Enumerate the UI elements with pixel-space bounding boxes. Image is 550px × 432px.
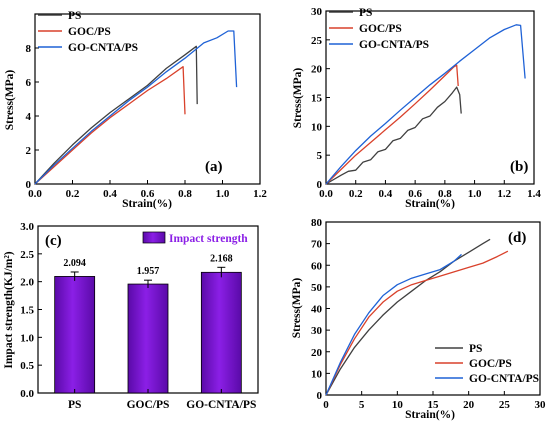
series-line-gocnta [34, 30, 238, 185]
x-tick-label: 1.0 [216, 188, 230, 200]
y-tick-label: 0 [317, 390, 323, 402]
bar-0 [54, 276, 96, 394]
legend-label: GO-CNTA/PS [68, 42, 138, 54]
y-tick-label: 80 [311, 217, 323, 229]
x-axis-label: Strain(%) [405, 198, 455, 210]
x-axis-label: Strain(%) [122, 198, 172, 210]
x-tick-label: 0 [323, 399, 329, 411]
x-tick-label: 0.4 [379, 188, 393, 200]
bar-1 [127, 283, 169, 394]
bar-value-label: 1.957 [137, 266, 160, 277]
series-line-ps [34, 45, 198, 185]
y-tick-label: 40 [311, 304, 323, 316]
y-tick-label: 70 [311, 239, 323, 251]
legend-label: GOC/PS [359, 23, 402, 35]
panel-label: (c) [45, 233, 62, 249]
chart-panel-a: 0.0 0.2 0.4 0.6 0.8 1.0 1.2 0 2 4 6 8 PS GOC/PS GO-CNT… [4, 10, 267, 210]
x-tick-label: 0.6 [408, 188, 422, 200]
y-tick-label: 50 [311, 282, 323, 294]
x-tick-label: 1.0 [468, 188, 482, 200]
series-line-goc [325, 250, 509, 396]
y-axis-label: Stress(MPa) [291, 278, 303, 339]
x-tick-label: 5 [359, 399, 365, 411]
y-tick-label: 0.0 [20, 388, 34, 400]
legend-label: GO-CNTA/PS [469, 373, 539, 385]
y-tick-label: 25 [311, 35, 323, 47]
chart-panel-d: 0 5 10 15 20 25 30 0 10 20 30 40 50 60 70 80 PS GOC/PS GO-… [291, 217, 546, 421]
series-line-ps [325, 86, 462, 185]
y-axis-label: Stress(MPa) [292, 68, 304, 129]
x-tick-label: 30 [535, 399, 547, 411]
legend-label: GO-CNTA/PS [359, 39, 429, 51]
y-axis-label: Impact strength(KJ/m²) [3, 251, 15, 368]
panel-label: (b) [510, 159, 528, 175]
legend-label: PS [68, 10, 81, 22]
bar-value-label: 2.094 [63, 258, 86, 269]
x-tick-label: 0.8 [178, 188, 192, 200]
x-tick-label: 0.2 [66, 188, 80, 200]
y-tick-label: 2.5 [20, 249, 34, 261]
y-tick-label: 30 [311, 325, 323, 337]
x-tick-label: 20 [463, 399, 475, 411]
x-tick-label: 1.2 [497, 188, 511, 200]
x-tick-label: 10 [392, 399, 404, 411]
panel-label: (d) [508, 230, 526, 246]
bar-value-label: 2.168 [210, 253, 233, 264]
series-line-gocnta [325, 24, 526, 185]
x-tick-label: 0.0 [28, 188, 42, 200]
y-tick-label: 60 [311, 260, 323, 272]
y-tick-label: 20 [311, 347, 323, 359]
y-tick-label: 10 [311, 368, 323, 380]
y-axis-label: Stress(MPa) [4, 70, 16, 131]
x-tick-label: 15 [428, 399, 440, 411]
y-tick-label: 30 [311, 6, 323, 18]
legend-label: GOC/PS [68, 26, 111, 38]
y-tick-label: 3.0 [20, 221, 34, 233]
x-tick-label: 0.6 [141, 188, 155, 200]
legend-label: Impact strength [169, 233, 248, 245]
chart-panel-c: 0.0 0.5 1.0 1.5 2.0 2.5 3.0 2.094 PS 1.957 GOC/PS 2… [3, 221, 259, 411]
series-line-goc [34, 66, 186, 185]
y-tick-label: 15 [311, 93, 323, 105]
y-tick-label: 0 [317, 179, 323, 191]
y-tick-label: 2 [26, 145, 32, 157]
bar-2 [200, 271, 242, 394]
legend-swatch-bar [142, 231, 166, 244]
y-tick-label: 1.0 [20, 332, 34, 344]
series-line-gocnta [325, 253, 462, 396]
y-tick-label: 0 [26, 179, 32, 191]
x-tick-label: 0.0 [319, 188, 333, 200]
x-tick-label: 0.8 [438, 188, 452, 200]
x-axis-label: Strain(%) [405, 409, 455, 421]
y-tick-label: 10 [311, 121, 323, 133]
legend-label: PS [469, 343, 482, 355]
x-tick-label: 0.4 [103, 188, 117, 200]
panel-label: (a) [205, 159, 223, 175]
x-tick-label: 1.4 [527, 188, 541, 200]
y-tick-label: 0.5 [20, 360, 34, 372]
x-tick-label: 1.2 [253, 188, 267, 200]
chart-panel-b: 0.0 0.2 0.4 0.6 0.8 1.0 1.2 1.4 0 5 10 15 20 25 30 PS GO… [292, 6, 541, 210]
series-line-ps [325, 238, 491, 396]
category-label: GO-CNTA/PS [186, 399, 256, 411]
y-tick-label: 8 [26, 43, 32, 55]
category-label: PS [68, 399, 81, 411]
y-tick-label: 4 [26, 111, 32, 123]
legend-label: GOC/PS [469, 358, 512, 370]
series-line-goc [325, 64, 459, 185]
y-tick-label: 6 [26, 77, 32, 89]
y-tick-label: 2.0 [20, 277, 34, 289]
legend-label: PS [359, 7, 372, 19]
y-tick-label: 5 [317, 150, 323, 162]
category-label: GOC/PS [127, 399, 170, 411]
x-tick-label: 0.2 [349, 188, 363, 200]
plot-frame [34, 13, 261, 185]
plot-frame [325, 10, 535, 185]
y-tick-label: 1.5 [20, 305, 34, 317]
x-tick-label: 25 [499, 399, 511, 411]
y-tick-label: 20 [311, 64, 323, 76]
